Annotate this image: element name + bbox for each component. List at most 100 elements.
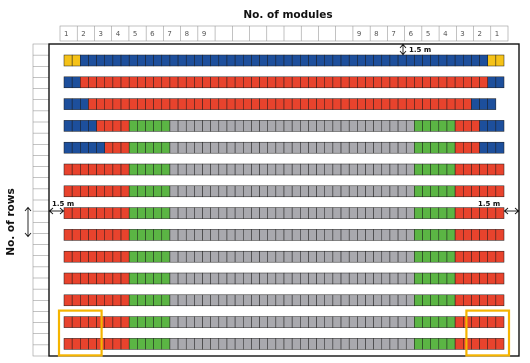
module-cell <box>357 250 366 263</box>
spacing-label-right: 1.5 m <box>478 200 500 208</box>
module-cell <box>63 185 73 198</box>
module-cell <box>71 163 81 176</box>
module-cell <box>340 316 350 328</box>
module-cell <box>71 338 81 350</box>
module-cell <box>153 338 163 350</box>
module-cell <box>218 54 228 67</box>
module-cell <box>430 272 440 285</box>
module-cell <box>128 54 138 67</box>
module-cell <box>357 54 366 67</box>
module-cell <box>259 272 268 285</box>
module-grid <box>63 54 505 350</box>
module-cell <box>414 338 423 350</box>
module-cell <box>185 229 195 241</box>
module-cell <box>308 272 317 285</box>
module-cell <box>169 163 179 176</box>
module-cell <box>243 141 252 154</box>
module-cell <box>185 98 195 110</box>
module-cell <box>267 229 277 241</box>
module-cell <box>487 229 497 241</box>
module-cell <box>479 338 488 350</box>
module-cell <box>340 141 350 154</box>
module-cell <box>446 229 456 241</box>
module-cell <box>438 250 448 263</box>
module-cell <box>202 163 211 176</box>
module-cell <box>153 294 163 307</box>
module-cell <box>226 338 236 350</box>
module-cell <box>275 272 285 285</box>
spacing-label-left: 1.5 m <box>52 200 74 208</box>
module-cell <box>177 163 187 176</box>
module-cell <box>243 163 252 176</box>
module-cell <box>80 185 89 198</box>
module-cell <box>177 250 187 263</box>
module-cell <box>161 229 171 241</box>
module-cell <box>479 294 488 307</box>
module-cell <box>226 76 236 89</box>
module-cell <box>495 141 505 154</box>
module-cell <box>218 76 228 89</box>
spacing-arrowhead-right-in <box>503 207 509 215</box>
module-cell <box>308 185 317 198</box>
module-cell <box>414 272 423 285</box>
module-cell <box>71 294 81 307</box>
module-cell <box>381 163 391 176</box>
module-cell <box>185 76 195 89</box>
module-cell <box>422 163 431 176</box>
module-cell <box>202 338 211 350</box>
module-cell <box>137 76 146 89</box>
module-cell <box>283 207 293 219</box>
module-cell <box>88 54 97 67</box>
module-cell <box>194 272 203 285</box>
column-number-right: 1 <box>495 30 499 38</box>
module-cell <box>104 338 114 350</box>
module-cell <box>145 120 154 132</box>
module-cell <box>275 163 285 176</box>
module-cell <box>88 250 97 263</box>
module-cell <box>414 141 423 154</box>
module-cell <box>471 141 480 154</box>
module-cell <box>324 250 334 263</box>
module-cell <box>348 207 358 219</box>
module-cell <box>381 207 391 219</box>
module-cell <box>381 141 391 154</box>
module-cell <box>194 54 203 67</box>
module-cell <box>446 76 456 89</box>
module-cell <box>300 185 309 198</box>
module-row <box>63 120 505 132</box>
module-cell <box>446 338 456 350</box>
module-cell <box>177 272 187 285</box>
module-cell <box>487 120 497 132</box>
module-cell <box>495 316 505 328</box>
module-cell <box>373 294 383 307</box>
module-cell <box>332 98 342 110</box>
module-cell <box>283 250 293 263</box>
column-number-left: 9 <box>202 30 206 38</box>
spacing-arrowhead-right-out <box>514 207 520 215</box>
module-cell <box>226 316 236 328</box>
module-cell <box>185 272 195 285</box>
module-cell <box>210 207 220 219</box>
module-cell <box>210 294 220 307</box>
module-cell <box>405 163 415 176</box>
module-cell <box>422 338 431 350</box>
module-cell <box>153 120 163 132</box>
module-cell <box>88 294 97 307</box>
module-cell <box>177 54 187 67</box>
module-cell <box>153 207 163 219</box>
module-cell <box>340 229 350 241</box>
module-cell <box>128 272 138 285</box>
module-cell <box>430 229 440 241</box>
module-cell <box>365 98 374 110</box>
module-cell <box>145 294 154 307</box>
module-cell <box>487 207 497 219</box>
module-cell <box>259 207 268 219</box>
module-cell <box>202 207 211 219</box>
highlight-boxes <box>57 309 511 357</box>
module-cell <box>332 250 342 263</box>
module-cell <box>348 272 358 285</box>
module-cell <box>169 185 179 198</box>
module-cell <box>145 338 154 350</box>
module-cell <box>177 207 187 219</box>
module-cell <box>210 120 220 132</box>
